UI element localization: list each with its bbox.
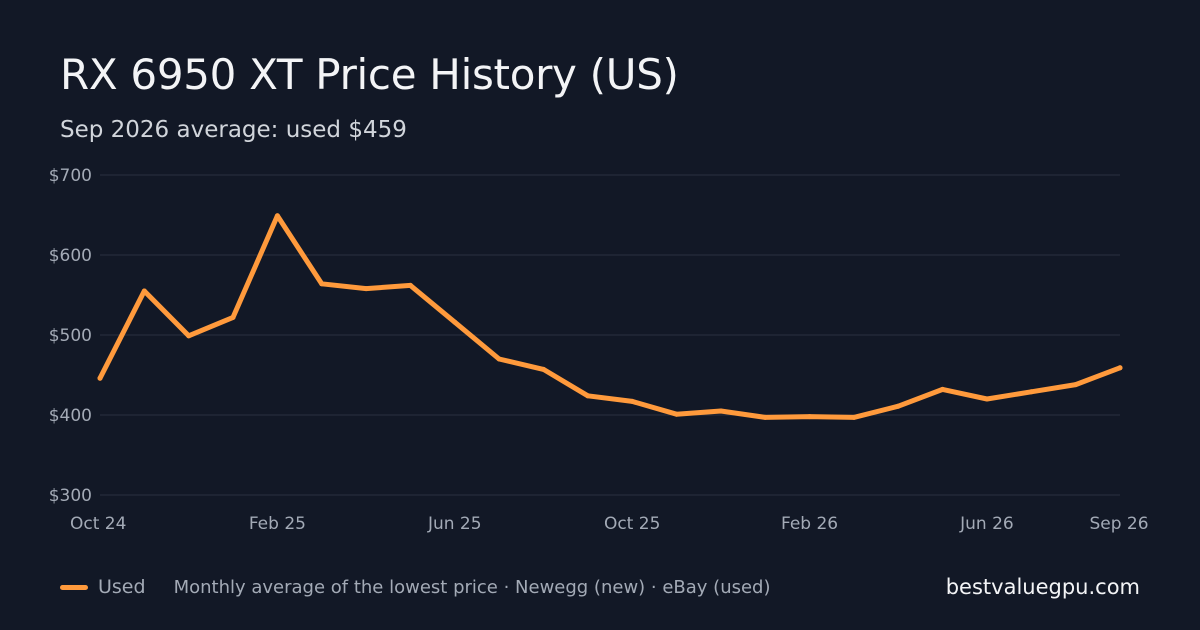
data-point [1117,365,1123,371]
data-point [186,333,192,339]
data-point [807,414,813,420]
x-tick-label: Feb 26 [781,514,838,534]
site-name: bestvaluegpu.com [945,575,1140,599]
grid-lines [100,174,1120,496]
data-point [1028,389,1034,395]
data-point [407,282,413,288]
data-point [452,319,458,325]
data-point [319,281,325,287]
data-point [540,366,546,372]
data-point [762,414,768,420]
data-point [895,403,901,409]
x-tick-label: Jun 26 [959,514,1014,534]
chart-subtitle: Sep 2026 average: used $459 [60,117,407,143]
data-point [274,213,280,219]
series-layer [97,213,1123,420]
x-tick-label: Jun 25 [427,514,482,534]
legend-label-used: Used [98,576,146,598]
y-tick-label: $700 [49,166,92,186]
data-point [674,411,680,417]
chart-footer: Used Monthly average of the lowest price… [60,572,1140,602]
x-tick-label: Oct 25 [604,514,660,534]
y-tick-label: $400 [49,406,92,426]
y-tick-label: $500 [49,326,92,346]
y-tick-label: $300 [49,486,92,506]
y-axis-ticks: $300 $400 $500 $600 $700 [49,166,92,506]
data-point [496,356,502,362]
data-point [940,386,946,392]
data-point [230,314,236,320]
data-point [718,408,724,414]
x-tick-label: Oct 24 [70,514,126,534]
data-point [585,393,591,399]
series-line-used [97,213,1123,420]
x-tick-label: Sep 26 [1089,514,1148,534]
data-point [629,398,635,404]
legend-swatch-used [60,584,88,590]
data-point [1073,382,1079,388]
data-point [851,414,857,420]
x-axis-ticks: Oct 24 Feb 25 Jun 25 Oct 25 Feb 26 Jun 26 Sep … [70,514,1149,534]
data-point [141,288,147,294]
data-point [984,396,990,402]
chart-title: RX 6950 XT Price History (US) [60,50,679,99]
data-point [97,375,103,381]
data-point [363,286,369,292]
y-tick-label: $600 [49,246,92,266]
source-note: Monthly average of the lowest price · Ne… [173,576,771,598]
x-tick-label: Feb 25 [249,514,306,534]
